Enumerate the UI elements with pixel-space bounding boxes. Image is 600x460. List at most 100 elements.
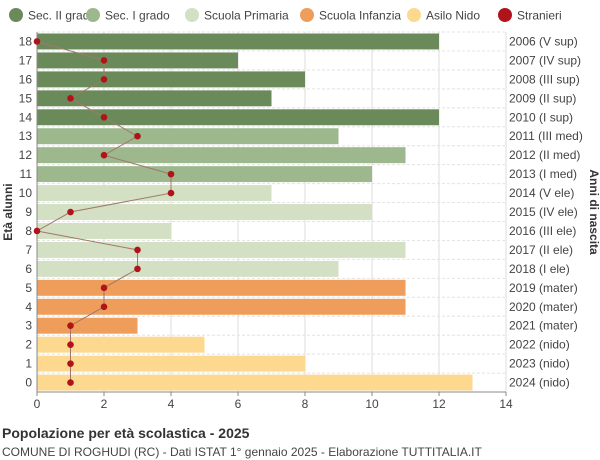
bar xyxy=(37,241,406,258)
y-tick-label: 1 xyxy=(25,357,32,371)
birth-year-label: 2011 (III med) xyxy=(509,129,583,143)
bar xyxy=(37,128,339,145)
stranieri-point xyxy=(67,208,74,216)
y-tick-label: 17 xyxy=(19,53,33,67)
bar xyxy=(37,166,372,183)
birth-year-label: 2017 (II ele) xyxy=(509,243,573,257)
bar xyxy=(37,90,272,107)
y-axis-title-right: Anni di nascita xyxy=(587,169,600,255)
birth-year-label: 2009 (II sup) xyxy=(509,91,576,105)
bar xyxy=(37,355,305,372)
bar xyxy=(37,317,138,334)
x-tick-label: 8 xyxy=(302,397,309,411)
bar xyxy=(37,223,171,239)
x-tick-label: 4 xyxy=(168,397,175,411)
stranieri-point xyxy=(100,113,108,121)
y-tick-label: 2 xyxy=(25,338,32,352)
legend-label: Scuola Primaria xyxy=(204,9,289,23)
stranieri-point xyxy=(100,57,108,64)
stranieri-point xyxy=(100,303,108,311)
legend-swatch xyxy=(407,8,421,22)
stranieri-point xyxy=(134,246,141,254)
birth-year-label: 2008 (III sup) xyxy=(509,72,580,86)
birth-year-label: 2006 (V sup) xyxy=(509,34,578,48)
legend-label: Sec. II grado xyxy=(28,9,96,23)
legend-label: Stranieri xyxy=(517,9,562,23)
x-tick-label: 0 xyxy=(34,397,41,411)
stranieri-point xyxy=(33,38,41,45)
legend-swatch xyxy=(9,8,23,22)
x-tick-label: 10 xyxy=(365,397,379,411)
birth-year-label: 2013 (I med) xyxy=(509,167,577,181)
stranieri-point xyxy=(67,341,74,348)
y-tick-label: 8 xyxy=(25,224,32,238)
bar xyxy=(37,147,406,164)
stranieri-point xyxy=(167,189,175,197)
birth-year-label: 2010 (I sup) xyxy=(509,110,573,124)
y-tick-label: 7 xyxy=(25,243,32,257)
y-tick-label: 18 xyxy=(19,34,33,48)
y-tick-label: 13 xyxy=(19,129,33,143)
bar xyxy=(37,33,439,50)
birth-year-label: 2023 (nido) xyxy=(509,357,570,371)
stranieri-point xyxy=(67,360,74,367)
birth-year-label: 2019 (mater) xyxy=(509,281,578,295)
y-tick-label: 9 xyxy=(25,205,32,219)
birth-year-label: 2012 (II med) xyxy=(509,148,580,162)
y-axis-title: Età alunni xyxy=(1,183,15,240)
birth-year-label: 2020 (mater) xyxy=(509,300,578,314)
bar xyxy=(37,71,305,88)
bar xyxy=(37,374,473,391)
bar xyxy=(37,279,406,296)
stranieri-point xyxy=(67,95,74,102)
legend-label: Scuola Infanzia xyxy=(319,9,401,23)
y-tick-label: 16 xyxy=(19,72,33,86)
stranieri-point xyxy=(100,284,108,292)
x-tick-label: 2 xyxy=(101,397,108,411)
legend-swatch xyxy=(300,8,314,22)
stranieri-point xyxy=(33,227,41,235)
y-tick-label: 10 xyxy=(19,186,33,200)
legend-swatch xyxy=(86,8,100,22)
y-tick-label: 5 xyxy=(25,281,32,295)
birth-year-label: 2021 (mater) xyxy=(509,319,578,333)
y-tick-label: 0 xyxy=(25,376,32,390)
y-tick-label: 6 xyxy=(25,262,32,276)
y-tick-label: 12 xyxy=(19,148,33,162)
legend-swatch xyxy=(498,8,512,22)
stranieri-point xyxy=(67,322,74,330)
stranieri-point xyxy=(100,151,108,159)
bar xyxy=(37,109,439,126)
bar xyxy=(37,204,372,220)
stranieri-point xyxy=(134,265,141,273)
stranieri-point xyxy=(67,379,74,386)
legend-label: Sec. I grado xyxy=(105,9,170,23)
birth-year-label: 2015 (IV ele) xyxy=(509,205,578,219)
birth-year-label: 2014 (V ele) xyxy=(509,186,574,200)
stranieri-point xyxy=(100,76,108,83)
bar xyxy=(37,298,406,315)
chart-title: Popolazione per età scolastica - 2025 xyxy=(2,425,250,441)
birth-year-label: 2022 (nido) xyxy=(509,338,570,352)
x-tick-label: 12 xyxy=(432,397,446,411)
y-tick-label: 3 xyxy=(25,319,32,333)
y-tick-label: 11 xyxy=(20,167,33,181)
y-tick-label: 14 xyxy=(19,110,33,124)
bar xyxy=(37,52,238,69)
stranieri-point xyxy=(134,132,141,140)
bar xyxy=(37,336,205,353)
legend-label: Asilo Nido xyxy=(426,9,480,23)
chart-source: COMUNE DI ROGHUDI (RC) - Dati ISTAT 1° g… xyxy=(2,445,482,459)
stranieri-point xyxy=(167,170,175,178)
y-tick-label: 4 xyxy=(25,300,32,314)
y-tick-label: 15 xyxy=(19,91,33,105)
birth-year-label: 2007 (IV sup) xyxy=(509,53,581,67)
x-tick-label: 6 xyxy=(235,397,242,411)
bar xyxy=(37,185,272,202)
birth-year-label: 2024 (nido) xyxy=(509,376,570,390)
legend-swatch xyxy=(185,8,199,22)
x-tick-label: 14 xyxy=(499,397,513,411)
bar xyxy=(37,260,339,277)
birth-year-label: 2016 (III ele) xyxy=(509,224,576,238)
